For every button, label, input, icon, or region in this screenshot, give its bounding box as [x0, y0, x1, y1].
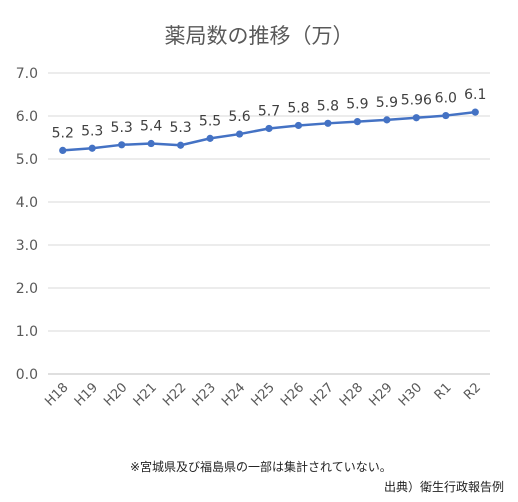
- x-tick-label: H23: [190, 380, 219, 409]
- y-tick-label: 6.0: [16, 109, 38, 125]
- data-point: [294, 121, 303, 130]
- data-point: [118, 141, 126, 149]
- y-tick-label: 5.0: [16, 152, 38, 168]
- x-tick-label: H30: [396, 380, 425, 409]
- x-tick-label: H24: [219, 380, 248, 409]
- data-point: [59, 146, 67, 154]
- data-point: [412, 114, 420, 122]
- footnote: ※宮城県及び福島県の一部は集計されていない。: [130, 460, 392, 474]
- data-label: 5.3: [111, 120, 133, 136]
- data-point: [206, 134, 214, 142]
- data-point: [353, 117, 361, 126]
- y-tick-label: 0.0: [16, 367, 38, 383]
- data-point: [324, 119, 332, 127]
- data-label: 5.7: [258, 103, 280, 119]
- chart-title: 薬局数の推移（万）: [164, 24, 354, 48]
- x-tick-label: H20: [101, 380, 130, 409]
- x-tick-label: H19: [72, 380, 101, 409]
- x-tick-label: H29: [366, 380, 395, 409]
- y-tick-label: 2.0: [16, 281, 38, 297]
- source-note: 出典）衛生行政報告例: [383, 480, 504, 494]
- y-tick-label: 7.0: [16, 66, 38, 82]
- x-tick-label: H26: [278, 380, 307, 409]
- data-label: 5.4: [140, 119, 162, 135]
- data-labels: 5.2 5.3 5.3 5.4 5.3 5.5 5.6 5.7 5.8 5.8 5.9 5.9 5.96…: [52, 87, 487, 141]
- x-tick-label: H22: [160, 380, 189, 409]
- data-label: 5.3: [81, 123, 103, 139]
- series-group: [59, 108, 479, 154]
- data-point: [265, 124, 273, 133]
- data-label: 5.8: [287, 100, 309, 116]
- x-axis-ticks: H18 H19 H20 H21 H22 H23 H24 H25 H26 H27 H28 H29 H30 R…: [42, 380, 484, 409]
- data-point: [147, 139, 155, 148]
- data-label: 5.8: [317, 98, 339, 114]
- data-label: 5.96: [401, 93, 432, 109]
- data-label: 5.2: [52, 125, 74, 141]
- data-point: [383, 116, 391, 124]
- x-tick-label: H25: [249, 380, 278, 409]
- x-tick-label: H21: [131, 380, 160, 409]
- y-tick-label: 4.0: [16, 195, 38, 211]
- x-tick-label: H28: [337, 380, 366, 409]
- y-tick-label: 1.0: [16, 324, 38, 340]
- data-point: [471, 108, 479, 116]
- data-point: [235, 130, 244, 138]
- data-label: 6.1: [464, 87, 486, 103]
- x-tick-label: R1: [432, 380, 455, 403]
- data-label: 5.9: [346, 97, 368, 113]
- y-axis-ticks: 0.0 1.0 2.0 3.0 4.0 5.0 6.0 7.0: [16, 66, 38, 383]
- data-label: 6.0: [435, 91, 457, 107]
- data-label: 5.3: [169, 120, 191, 136]
- data-point: [88, 144, 96, 152]
- x-tick-label: R2: [461, 380, 484, 403]
- data-label: 5.5: [199, 113, 221, 129]
- x-tick-label: H18: [42, 380, 71, 409]
- data-label: 5.6: [228, 109, 250, 125]
- y-tick-label: 3.0: [16, 238, 38, 254]
- data-point: [177, 141, 185, 149]
- data-point: [442, 111, 450, 120]
- x-tick-label: H27: [308, 380, 337, 409]
- data-label: 5.9: [376, 95, 398, 111]
